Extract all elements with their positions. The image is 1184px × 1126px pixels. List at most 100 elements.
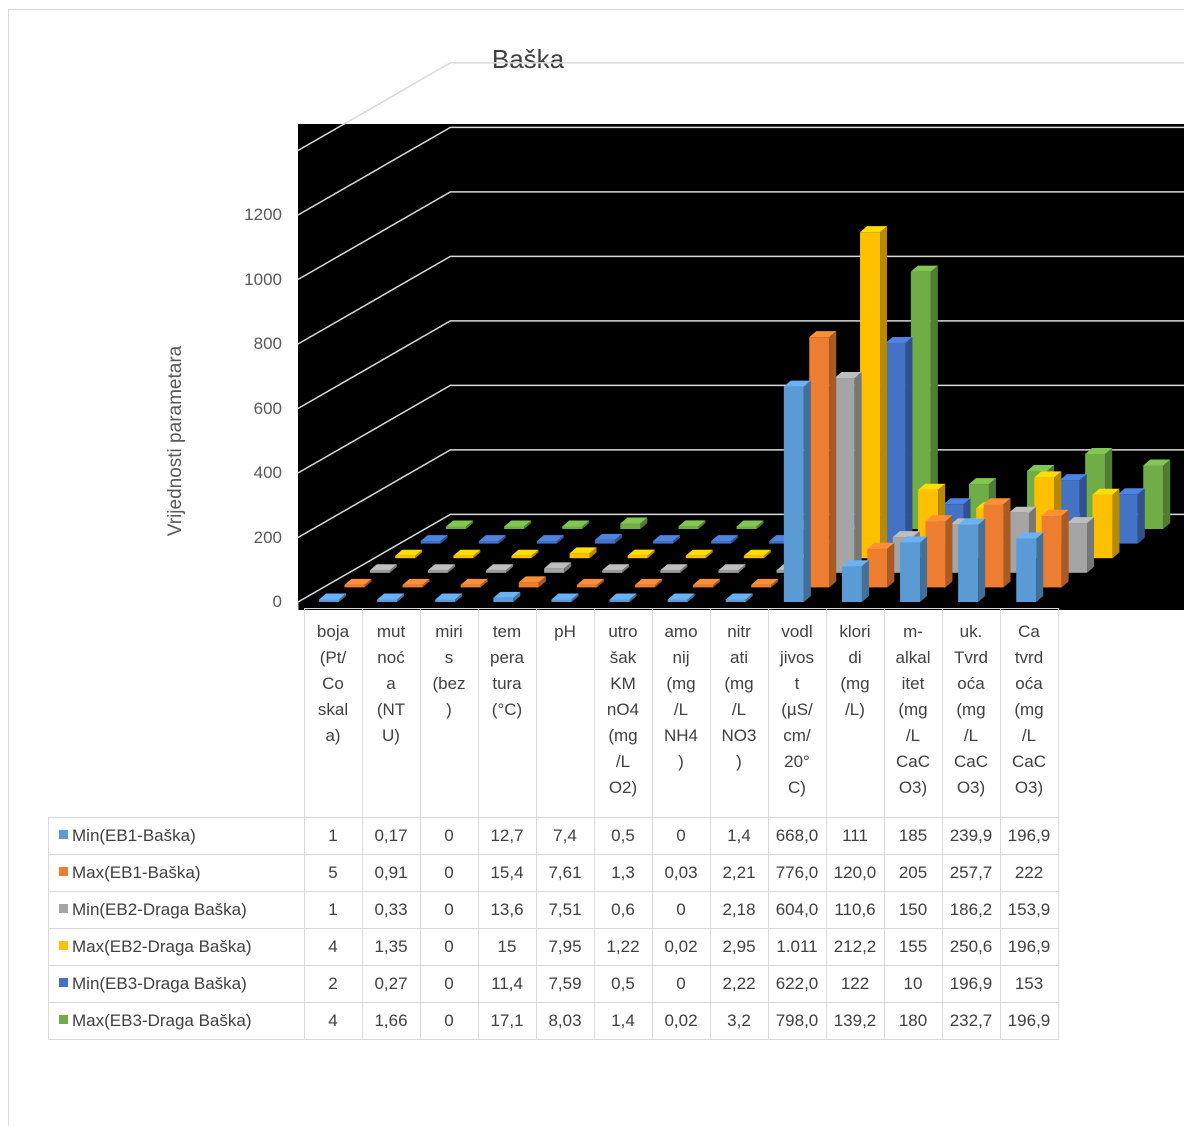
legend-key [59,978,68,988]
data-label: 1,35 [361,928,421,966]
data-label: 122 [825,965,885,1003]
data-label: 0,03 [651,854,711,892]
data-label: 7,95 [535,928,595,966]
bar-Min(EB3-Draga Baška)-top [1059,474,1087,481]
bar-Min(EB1-Baška)-side [1036,532,1044,602]
bar-Max(EB3-Draga Baška)-side [640,517,648,529]
bar-Max(EB1-Baška)-front [983,504,1004,588]
bar-Max(EB2-Draga Baška)-top [743,549,771,556]
bar-Max(EB1-Baška)-front [809,337,830,588]
bar-Min(EB1-Baška)-front [493,597,514,602]
bar-Max(EB1-Baška)-side [771,578,779,588]
bar-Min(EB1-Baška)-top [493,591,521,598]
bar-Max(EB1-Baška)-top [925,515,953,522]
legend-label: Max(EB1-Baška) [72,863,201,882]
bar-Min(EB2-Draga Baška)-top [427,564,455,571]
bar-Min(EB1-Baška)-top [377,593,405,600]
bar-Min(EB3-Draga Baška)-top [536,535,564,542]
bar-Max(EB1-Baška)-front [693,584,714,588]
bar-Min(EB1-Baška)-top [551,593,579,600]
data-table: boja (Pt/ Co skal a) mut noć a (NT U) miri… [48,608,1059,1040]
bar-Max(EB1-Baška)-side [480,578,488,588]
bar-Max(EB3-Draga Baška)-side [582,520,590,529]
data-label: 11,4 [477,965,537,1003]
bar-Max(EB1-Baška)-top [634,578,662,585]
bar-Max(EB2-Draga Baška)-side [589,547,597,559]
bar-Min(EB2-Draga Baška)-front [369,570,390,573]
data-label: 668,0 [767,817,827,855]
bar-Min(EB2-Draga Baška)-top [660,564,688,571]
bar-Max(EB2-Draga Baška)-top [1034,471,1062,478]
bar-Min(EB2-Draga Baška)-top [834,372,862,379]
bar-Max(EB3-Draga Baška)-front [562,526,583,529]
data-table-header-row: boja (Pt/ Co skal a) mut noć a (NT U) miri… [48,608,1059,818]
chart-frame [8,9,1184,1126]
bar-Max(EB3-Draga Baška)-side [756,520,764,529]
bar-Min(EB2-Draga Baška)-side [680,564,688,573]
bar-Min(EB1-Baška)-top [900,536,928,543]
bar-Min(EB1-Baška)-side [978,518,986,602]
data-label: 15 [477,928,537,966]
category-label: klori di (mg /L) [825,608,885,818]
bar-Max(EB2-Draga Baška)-top [569,547,597,554]
data-label: 120,0 [825,854,885,892]
bar-Max(EB2-Draga Baška)-top [918,483,946,490]
data-label: 239,9 [941,817,1001,855]
bar-Max(EB1-Baška)-top [576,578,604,585]
bar-Max(EB3-Draga Baška)-front [504,526,525,529]
bar-Min(EB3-Draga Baška)-front [653,541,674,544]
bar-Min(EB3-Draga Baška)-front [769,541,790,544]
bar-Max(EB2-Draga Baška)-front [627,555,648,559]
category-label: uk. Tvrd oća (mg /L CaC O3) [941,608,1001,818]
bar-Max(EB1-Baška)-side [596,578,604,588]
bar-Min(EB3-Draga Baška)-side [1137,488,1145,544]
bar-Min(EB1-Baška)-front [551,599,572,602]
bar-Min(EB2-Draga Baška)-front [834,378,855,573]
bar-Max(EB1-Baška)-top [518,576,546,583]
legend-key [59,1015,68,1025]
bar-Max(EB1-Baška)-side [945,515,953,588]
data-label: 0 [651,817,711,855]
bar-Min(EB1-Baška)-top [725,593,753,600]
legend-entry: Min(EB3-Draga Baška) [48,965,305,1003]
bar-Max(EB1-Baška)-side [713,578,721,588]
bar-Min(EB2-Draga Baška)-side [854,372,862,573]
bar-Max(EB2-Draga Baška)-front [569,553,590,559]
data-label: 7,51 [535,891,595,929]
data-label: 0 [651,965,711,1003]
bar-Max(EB3-Draga Baška)-top [1143,459,1171,466]
bar-Max(EB1-Baška)-front [925,521,946,588]
legend-label: Min(EB3-Draga Baška) [72,974,247,993]
bar-Min(EB1-Baška)-side [339,593,347,602]
data-label: 110,6 [825,891,885,929]
category-label: nitr ati (mg /L NO3 ) [709,608,769,818]
data-table-row: Max(EB3-Draga Baška) 4 1,66 0 17,1 8,03 1,4 0,0… [48,1002,1059,1040]
data-label: 212,2 [825,928,885,966]
bar-Max(EB1-Baška)-top [344,578,372,585]
data-label: 153 [999,965,1059,1003]
bar-Min(EB3-Draga Baška)-top [711,535,739,542]
bar-Min(EB2-Draga Baška)-front [1067,523,1088,573]
bar-Max(EB2-Draga Baška)-side [705,549,713,559]
bar-Max(EB3-Draga Baška)-top [1027,464,1055,471]
bar-Min(EB2-Draga Baška)-front [544,568,565,573]
data-label: 139,2 [825,1002,885,1040]
bar-Min(EB2-Draga Baška)-side [564,562,572,573]
bar-Min(EB3-Draga Baška)-front [711,541,732,544]
gridline [297,191,1184,281]
y-tick-label: 200 [253,527,282,547]
bar-Max(EB3-Draga Baška)-top [910,265,938,272]
category-label: mut noć a (NT U) [361,608,421,818]
bar-Min(EB3-Draga Baška)-side [556,535,564,544]
data-label: 7,59 [535,965,595,1003]
data-label: 250,6 [941,928,1001,966]
bar-Min(EB1-Baška)-front [783,386,804,602]
bar-Min(EB2-Draga Baška)-top [892,531,920,538]
bar-Min(EB1-Baška)-top [609,593,637,600]
data-label: 1,66 [361,1002,421,1040]
bar-Max(EB3-Draga Baška)-side [466,520,474,529]
bar-Min(EB3-Draga Baška)-side [498,535,506,544]
data-label: 7,61 [535,854,595,892]
bar-Max(EB3-Draga Baška)-top [504,520,532,527]
bar-Min(EB3-Draga Baška)-top [420,535,448,542]
